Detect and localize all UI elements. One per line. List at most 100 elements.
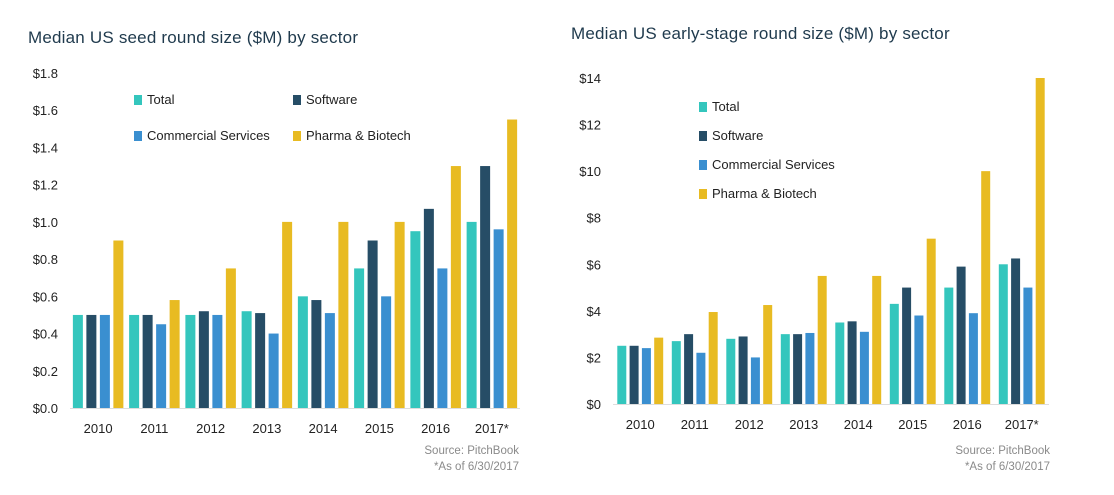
bar-pharma-biotech-2011 <box>169 300 180 408</box>
y-tick-label: $14 <box>579 71 601 86</box>
y-tick-label: $1.0 <box>33 215 58 230</box>
bar-software-2014 <box>311 300 322 408</box>
y-tick-label: $2 <box>587 350 601 365</box>
bar-pharma-biotech-2013 <box>817 275 827 404</box>
seed-round-chart-panel: Median US seed round size ($M) by sector… <box>28 28 520 475</box>
y-tick-label: $1.8 <box>33 66 58 81</box>
bar-software-2011 <box>142 314 153 408</box>
legend-label-total: Total <box>147 92 175 107</box>
bar-software-2013 <box>255 313 266 408</box>
x-tick-label: 2016 <box>421 421 450 436</box>
x-tick-label: 2014 <box>844 417 873 432</box>
y-tick-label: $0.4 <box>33 327 58 342</box>
legend-swatch-total <box>699 102 707 112</box>
y-tick-label: $0.8 <box>33 252 58 267</box>
source-label: Source: PitchBook <box>955 445 1050 457</box>
bar-total-2016 <box>944 287 954 404</box>
bar-software-2017 <box>480 166 491 408</box>
chart-title: Median US early-stage round size ($M) by… <box>571 24 950 43</box>
seed-round-chart: $0.0 $0.2 $0.4 $0.6 $0.8 $1.0 $1.2 $1.4 $1.6 $1.8… <box>33 66 520 436</box>
bar-software-2014 <box>847 321 857 404</box>
y-tick-label: $0.2 <box>33 364 58 379</box>
bar-total-2010 <box>72 314 83 408</box>
y-tick-label: $12 <box>579 118 601 133</box>
legend-label-commercial-services: Commercial Services <box>147 128 270 143</box>
legend-label-pharma-biotech: Pharma & Biotech <box>306 128 411 143</box>
source-note: Source: PitchBook *As of 6/30/2017 <box>424 443 519 475</box>
bar-pharma-biotech-2014 <box>338 221 349 408</box>
bar-software-2015 <box>367 240 378 408</box>
y-tick-label: $1.4 <box>33 140 58 155</box>
x-tick-label: 2012 <box>196 421 225 436</box>
bar-software-2016 <box>956 266 966 404</box>
bar-pharma-biotech-2015 <box>394 221 405 408</box>
bar-commercial-services-2016 <box>968 313 978 404</box>
bar-pharma-biotech-2016 <box>981 171 991 404</box>
x-tick-label: 2014 <box>309 421 338 436</box>
y-tick-label: $6 <box>587 257 601 272</box>
bar-pharma-biotech-2016 <box>450 166 461 408</box>
legend-label-pharma-biotech: Pharma & Biotech <box>712 186 817 201</box>
bar-commercial-services-2011 <box>696 352 706 404</box>
bar-commercial-services-2012 <box>212 314 223 408</box>
bar-commercial-services-2017 <box>1023 287 1033 404</box>
bar-software-2017 <box>1011 258 1021 404</box>
bar-software-2015 <box>902 287 912 404</box>
bar-pharma-biotech-2011 <box>708 312 718 404</box>
y-tick-label: $0.6 <box>33 289 58 304</box>
bar-total-2017 <box>466 221 477 408</box>
source-label: Source: PitchBook <box>424 445 519 457</box>
bar-software-2016 <box>423 208 434 408</box>
bar-software-2013 <box>793 334 803 404</box>
bar-commercial-services-2015 <box>381 296 392 408</box>
bar-total-2012 <box>185 314 196 408</box>
legend-swatch-pharma-biotech <box>699 189 707 199</box>
y-tick-label: $0.0 <box>33 401 58 416</box>
x-tick-label: 2015 <box>365 421 394 436</box>
as-of-note: *As of 6/30/2017 <box>964 461 1050 473</box>
bar-total-2016 <box>410 231 421 408</box>
bar-total-2015 <box>354 268 365 408</box>
early-stage-round-chart: $0 $2 $4 $6 $8 $10 $12 $14 2010 2011 2012 2013 2014 2… <box>579 71 1049 432</box>
x-tick-label: 2016 <box>953 417 982 432</box>
bar-commercial-services-2016 <box>437 268 448 408</box>
x-tick-label: 2012 <box>735 417 764 432</box>
bar-commercial-services-2017 <box>493 229 504 408</box>
bar-pharma-biotech-2012 <box>763 305 773 404</box>
y-tick-label: $10 <box>579 164 601 179</box>
legend-swatch-commercial-services <box>134 131 142 141</box>
source-note: Source: PitchBook *As of 6/30/2017 <box>955 443 1050 475</box>
bar-pharma-biotech-2010 <box>654 337 664 404</box>
bar-pharma-biotech-2013 <box>282 221 293 408</box>
bar-pharma-biotech-2017 <box>1035 78 1045 404</box>
bar-total-2013 <box>241 311 252 408</box>
x-tick-label: 2011 <box>140 421 168 436</box>
bar-total-2010 <box>617 345 627 404</box>
bar-commercial-services-2014 <box>324 313 335 408</box>
legend-label-commercial-services: Commercial Services <box>712 157 835 172</box>
early-stage-round-chart-panel: Median US early-stage round size ($M) by… <box>557 0 1114 495</box>
y-tick-label: $0 <box>587 397 601 412</box>
bar-total-2014 <box>835 322 845 404</box>
bar-total-2013 <box>780 334 790 404</box>
bar-pharma-biotech-2017 <box>507 119 518 409</box>
x-tick-label: 2013 <box>789 417 818 432</box>
bar-pharma-biotech-2012 <box>225 268 236 408</box>
x-tick-label: 2011 <box>681 417 709 432</box>
bar-software-2010 <box>86 314 97 408</box>
legend-swatch-software <box>699 131 707 141</box>
x-tick-label: 2013 <box>252 421 281 436</box>
bar-software-2012 <box>738 336 748 404</box>
x-tick-label: 2017* <box>1005 417 1039 432</box>
x-tick-label: 2015 <box>898 417 927 432</box>
bar-commercial-services-2013 <box>268 333 279 408</box>
bar-pharma-biotech-2010 <box>113 240 124 408</box>
bar-software-2012 <box>198 311 209 408</box>
legend-label-software: Software <box>712 128 763 143</box>
bar-software-2011 <box>684 334 694 404</box>
bar-pharma-biotech-2014 <box>872 275 882 404</box>
legend-swatch-pharma-biotech <box>293 131 301 141</box>
y-tick-label: $1.2 <box>33 178 58 193</box>
bar-commercial-services-2013 <box>805 332 815 404</box>
x-tick-label: 2010 <box>626 417 655 432</box>
